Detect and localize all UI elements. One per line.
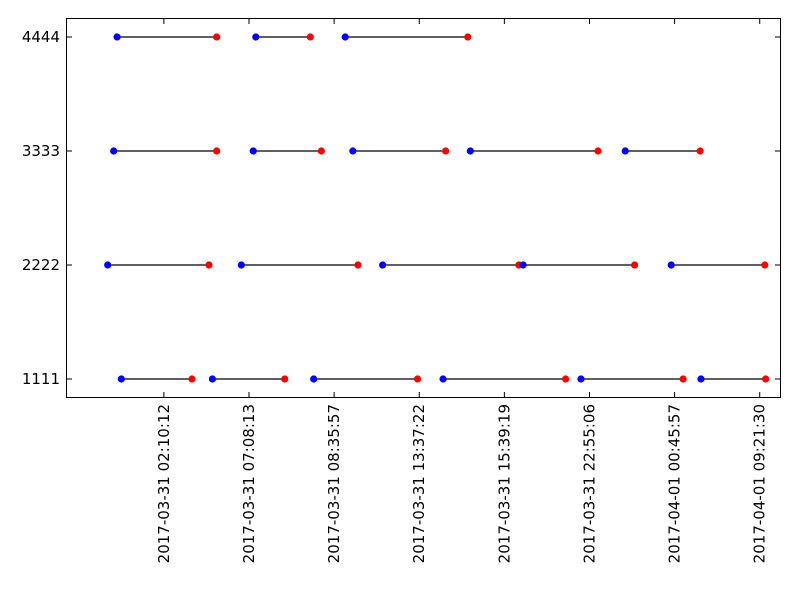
start-point-3333-13: [349, 147, 357, 155]
start-point-3333-12: [249, 147, 257, 155]
start-point-2222-10: [667, 261, 675, 269]
start-point-4444-18: [341, 33, 349, 41]
start-point-1111-2: [310, 375, 318, 383]
points-layer: [104, 33, 770, 383]
start-point-1111-5: [697, 375, 705, 383]
end-point-3333-15: [696, 147, 704, 155]
end-point-1111-4: [679, 375, 687, 383]
end-point-1111-5: [762, 375, 770, 383]
end-point-3333-11: [213, 147, 221, 155]
x-tick-label-3: 2017-03-31 13:37:22: [410, 404, 428, 563]
end-point-2222-7: [354, 261, 362, 269]
end-point-3333-13: [442, 147, 450, 155]
x-tick-label-5: 2017-03-31 22:55:06: [580, 404, 598, 563]
x-tick-label-1: 2017-03-31 07:08:13: [240, 404, 258, 563]
start-point-3333-14: [466, 147, 474, 155]
plot-area-frame: [66, 18, 781, 398]
start-point-2222-6: [104, 261, 112, 269]
x-tick-label-4: 2017-03-31 15:39:19: [495, 404, 513, 563]
end-point-2222-9: [630, 261, 639, 269]
start-point-3333-15: [621, 147, 629, 155]
end-point-2222-10: [761, 261, 769, 269]
x-tick-label-6: 2017-04-01 00:45:57: [666, 404, 684, 563]
start-point-1111-0: [117, 375, 125, 383]
y-tick-label-4444: 4444: [22, 28, 60, 46]
start-point-4444-17: [252, 33, 260, 41]
start-point-4444-16: [113, 33, 121, 41]
start-point-2222-8: [379, 261, 387, 269]
end-point-1111-3: [562, 375, 570, 383]
start-point-3333-11: [110, 147, 118, 155]
labels-layer: 1111 2222 3333 4444 2017-03-31 02:10:12 2017-…: [22, 28, 769, 563]
end-point-1111-1: [281, 375, 289, 383]
y-tick-label-2222: 2222: [22, 256, 60, 274]
start-point-1111-3: [439, 375, 447, 383]
start-point-2222-9: [519, 261, 527, 269]
segments-layer: [107, 36, 766, 380]
x-tick-label-2: 2017-03-31 08:35:57: [325, 404, 343, 563]
ticks-layer: [66, 18, 781, 398]
end-point-1111-2: [413, 375, 422, 383]
end-point-2222-6: [205, 261, 213, 269]
end-point-4444-18: [464, 33, 472, 41]
end-point-1111-0: [188, 375, 196, 383]
end-point-4444-17: [306, 33, 314, 41]
end-point-3333-14: [594, 147, 602, 155]
start-point-1111-4: [577, 375, 585, 383]
y-tick-label-3333: 3333: [22, 142, 60, 160]
y-tick-label-1111: 1111: [22, 370, 60, 388]
start-point-2222-7: [237, 261, 245, 269]
x-tick-label-0: 2017-03-31 02:10:12: [155, 404, 173, 563]
end-point-4444-16: [213, 33, 221, 41]
start-point-1111-1: [208, 375, 217, 383]
x-tick-label-7: 2017-04-01 09:21:30: [751, 404, 769, 563]
end-point-3333-12: [317, 147, 325, 155]
